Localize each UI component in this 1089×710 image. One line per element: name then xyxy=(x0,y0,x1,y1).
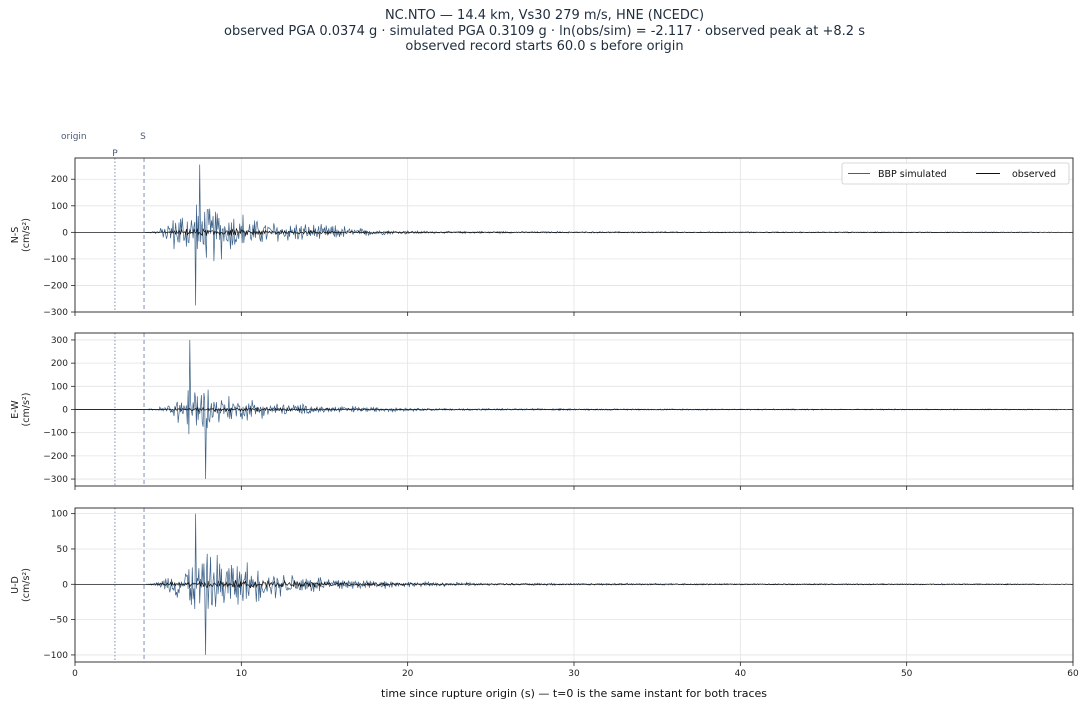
y-tick-label: −100 xyxy=(43,429,68,439)
title-line-1: NC.NTO — 14.4 km, Vs30 279 m/s, HNE (NCE… xyxy=(384,8,705,23)
y-tick-label: −200 xyxy=(43,281,68,291)
y-tick-label: −100 xyxy=(43,651,68,661)
s-marker-label: S xyxy=(140,132,146,142)
origin-marker-label: origin xyxy=(61,132,87,142)
y-tick-label: 0 xyxy=(62,406,68,416)
y-tick-label: 200 xyxy=(51,359,68,369)
y-tick-label: 100 xyxy=(51,382,68,392)
y-axis-label-ns: (cm/s²) xyxy=(21,218,32,252)
chart-title: NC.NTO — 14.4 km, Vs30 279 m/s, HNE (NCE… xyxy=(0,8,1089,55)
y-axis-label-ud: (cm/s²) xyxy=(21,568,32,602)
observed-trace-ud xyxy=(75,579,1074,589)
y-tick-label: 300 xyxy=(51,336,68,346)
y-axis-label-ew: (cm/s²) xyxy=(21,393,32,427)
y-axis-label-ns: N-S xyxy=(10,227,21,244)
x-tick-label: 40 xyxy=(735,669,747,679)
observed-trace-ew xyxy=(75,406,1074,413)
x-tick-label: 20 xyxy=(402,669,414,679)
title-line-2: observed PGA 0.0374 g · simulated PGA 0.… xyxy=(224,23,865,39)
x-tick-label: 50 xyxy=(901,669,913,679)
y-tick-label: −300 xyxy=(43,308,68,318)
x-tick-label: 60 xyxy=(1067,669,1079,679)
y-axis-label-ew: E-W xyxy=(10,400,21,419)
y-tick-label: 100 xyxy=(51,202,68,212)
y-tick-label: 50 xyxy=(57,545,69,555)
legend-box xyxy=(841,162,1070,185)
y-tick-label: −300 xyxy=(43,475,68,485)
x-tick-label: 10 xyxy=(236,669,248,679)
y-tick-label: 0 xyxy=(62,228,68,238)
y-tick-label: 100 xyxy=(51,510,68,520)
legend-label-observed: observed xyxy=(1012,169,1056,180)
observed-trace-ns xyxy=(75,227,1074,236)
x-tick-label: 0 xyxy=(72,669,78,679)
legend-label-simulated: BBP simulated xyxy=(878,169,947,180)
y-tick-label: −200 xyxy=(43,452,68,462)
y-axis-label-ud: U-D xyxy=(10,576,21,594)
p-marker-label: P xyxy=(112,149,118,159)
y-tick-label: −100 xyxy=(43,255,68,265)
x-tick-label: 30 xyxy=(568,669,580,679)
y-tick-label: 0 xyxy=(62,580,68,590)
y-tick-label: 200 xyxy=(51,175,68,185)
title-line-3: observed record starts 60.0 s before ori… xyxy=(405,39,684,54)
x-axis-label: time since rupture origin (s) — t=0 is t… xyxy=(381,687,767,700)
y-tick-label: −50 xyxy=(49,616,68,626)
